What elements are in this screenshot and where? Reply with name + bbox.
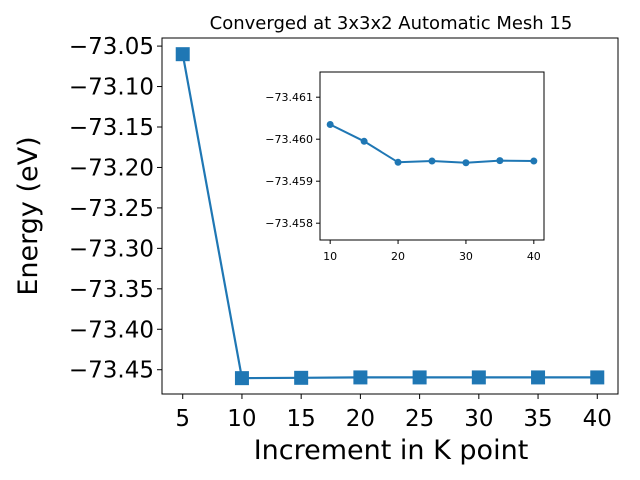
main-data-point (175, 47, 190, 62)
main-y-tick-label: −73.35 (69, 277, 154, 303)
inset-x-tick-label: 10 (323, 250, 337, 263)
inset-data-point (394, 158, 402, 166)
main-y-tick-label: −73.40 (69, 317, 154, 343)
inset-y-tick-label: −73.461 (265, 91, 313, 104)
inset-x-tick-label: 40 (527, 250, 541, 263)
inset-y-tick-label: −73.460 (265, 133, 313, 146)
main-y-tick-label: −73.25 (69, 196, 154, 222)
main-x-tick-label: 25 (405, 406, 434, 432)
inset-y-tick-label: −73.458 (265, 217, 313, 230)
inset-data-point (428, 157, 436, 165)
main-data-point (412, 370, 427, 385)
main-y-tick-label: −73.20 (69, 155, 154, 181)
inset-data-point (360, 137, 368, 145)
main-x-tick-label: 15 (287, 406, 316, 432)
inset-data-point (326, 121, 334, 128)
inset-data-point (530, 157, 538, 165)
inset-x-tick-label: 20 (391, 250, 405, 263)
main-data-point (294, 370, 309, 385)
main-data-point (234, 371, 249, 386)
main-x-tick-label: 40 (583, 406, 612, 432)
main-y-tick-label: −73.15 (69, 115, 154, 141)
chart-title: Converged at 3x3x2 Automatic Mesh 15 (210, 13, 573, 34)
main-data-point (590, 370, 605, 385)
inset-data-point (462, 159, 470, 167)
main-series (175, 47, 605, 386)
main-x-tick-label: 30 (464, 406, 493, 432)
inset-series (326, 121, 538, 167)
main-data-point (353, 370, 368, 385)
main-data-point (471, 370, 486, 385)
main-ticks: 5 10 15 20 25 30 35 40 −73.05 −73.10 −73.15 −73.20 −… (69, 34, 612, 432)
main-y-tick-label: −73.10 (69, 75, 154, 101)
inset-series-line (329, 123, 534, 164)
main-y-tick-label: −73.30 (69, 236, 154, 262)
main-y-tick-label: −73.05 (69, 34, 154, 60)
main-x-tick-label: 20 (346, 406, 375, 432)
main-x-tick-label: 10 (227, 406, 256, 432)
main-data-point (531, 370, 546, 385)
inset-y-tick-label: −73.459 (265, 175, 313, 188)
inset-data-point (496, 157, 504, 165)
inset-plot-frame (319, 71, 545, 241)
main-plot-frame (161, 37, 619, 395)
inset-ticks: 10 20 30 40 −73.461 −73.460 −73.459 −73.458 (265, 91, 541, 263)
main-x-tick-label: 35 (523, 406, 552, 432)
main-x-tick-label: 5 (175, 406, 190, 432)
inset-x-tick-label: 30 (459, 250, 473, 263)
x-axis-label: Increment in K point (254, 435, 529, 466)
main-y-tick-label: −73.45 (69, 358, 154, 384)
y-axis-label: Energy (eV) (13, 136, 44, 295)
main-series-line (181, 53, 598, 380)
